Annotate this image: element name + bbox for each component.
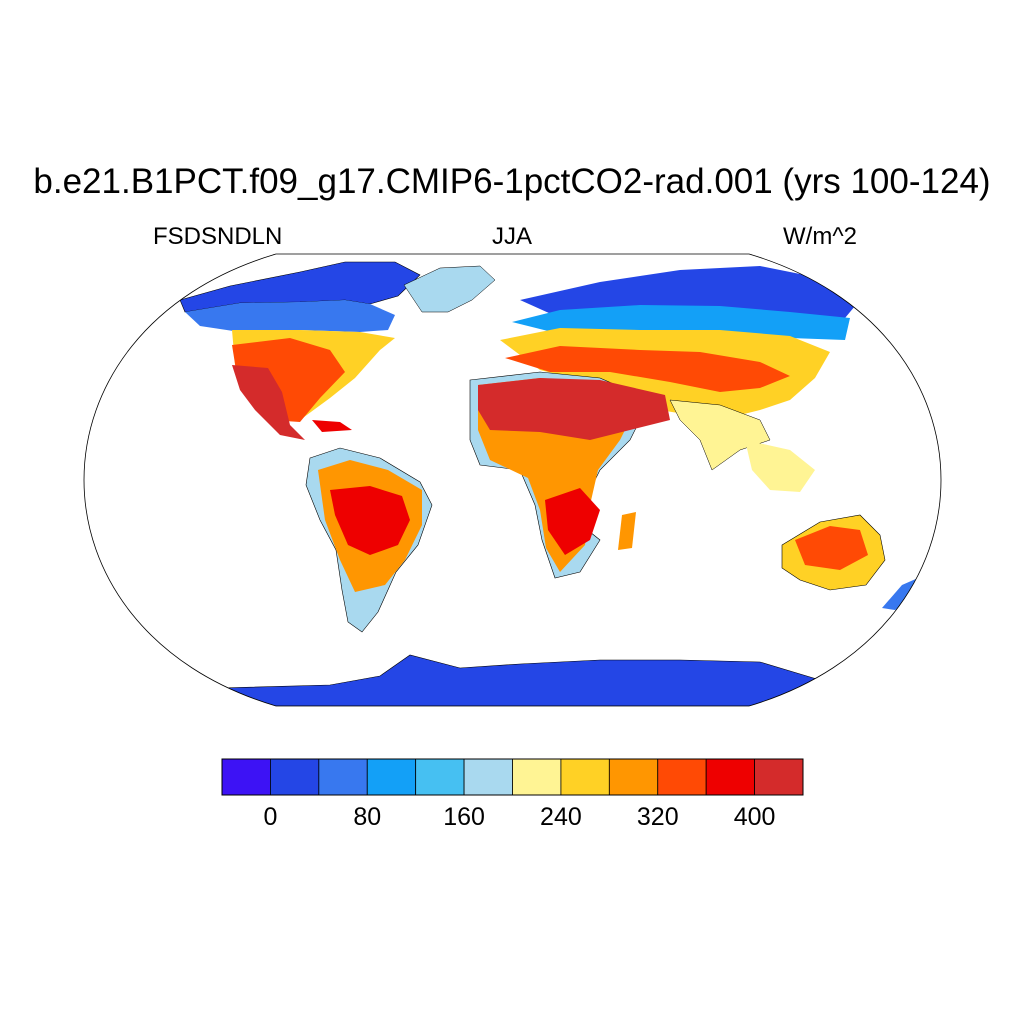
colorbar-box: [754, 758, 804, 796]
colorbar-box: [415, 758, 465, 796]
antarctica: [199, 654, 851, 706]
new-zealand: [882, 578, 918, 610]
caribbean-islands: [312, 420, 352, 432]
colorbar-box: [366, 758, 417, 796]
colorbar-tick-label: 240: [540, 803, 582, 831]
units-label: W/m^2: [783, 223, 857, 250]
colorbar-box: [221, 758, 271, 796]
globe-outline: [83, 253, 942, 707]
colorbar-box: [512, 758, 562, 796]
season-label: JJA: [491, 223, 532, 250]
plot-title: b.e21.B1PCT.f09_g17.CMIP6-1pctCO2-rad.00…: [33, 162, 991, 201]
eurasia-north: [520, 266, 860, 318]
colorbar-tick-label: 320: [636, 803, 679, 831]
southeast-asia: [745, 440, 815, 492]
south-asia: [669, 399, 771, 471]
australia-hot: [795, 526, 868, 570]
land-field: [179, 261, 918, 706]
colorbar-tick-label: 160: [443, 803, 485, 831]
colorbar-tick-label: 400: [733, 803, 776, 831]
southern-africa-hot: [545, 488, 600, 555]
north-america-subarctic: [185, 300, 395, 332]
colorbar: [221, 758, 804, 796]
colorbar-tick-label: 0: [263, 803, 278, 831]
colorbar-frame: [221, 758, 804, 796]
colorbar-box: [318, 758, 368, 796]
madagascar: [618, 512, 636, 550]
colorbar-box: [270, 758, 320, 796]
colorbar-box: [463, 758, 513, 796]
colorbar-box: [560, 758, 610, 796]
colorbar-box: [608, 758, 659, 796]
north-america-southwest: [232, 365, 305, 440]
colorbar-box: [657, 758, 707, 796]
greenland: [403, 265, 496, 313]
eurasia-warm: [505, 346, 790, 392]
colorbar-box: [705, 758, 755, 796]
variable-name: FSDSNDLN: [153, 223, 283, 250]
south-america-hot: [330, 486, 410, 555]
colorbar-tick-label: 80: [353, 803, 382, 831]
sahara-arabia-hot: [478, 378, 670, 440]
